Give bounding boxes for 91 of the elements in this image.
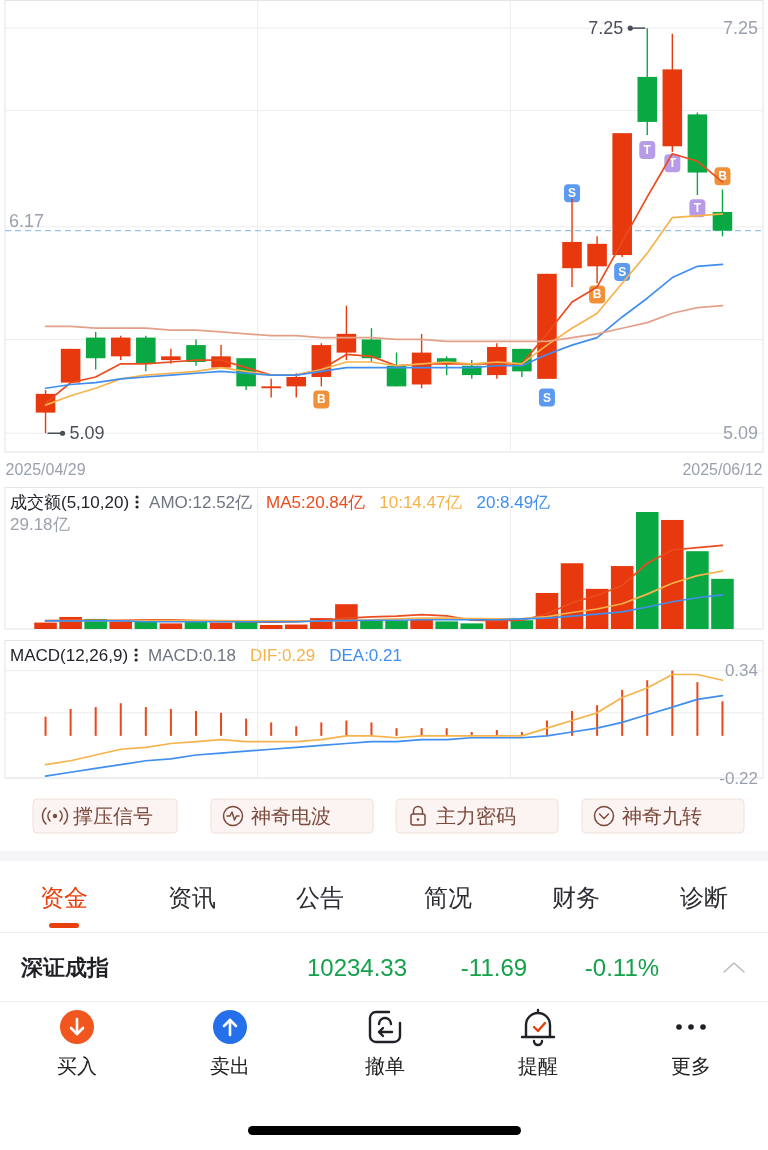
text: 公告 (296, 883, 344, 911)
bar (259, 625, 283, 629)
text: DIF:0.29 (249, 645, 316, 665)
bar (721, 701, 724, 736)
text: 买入 (57, 1055, 97, 1077)
text: MA5:20.84亿 (266, 492, 366, 512)
text: 卖出 (210, 1055, 250, 1077)
chart-title: 成交额(5,10,20) (10, 492, 130, 512)
ref-line-label: 6.17 (9, 210, 45, 231)
y-tick-label: -0.22 (719, 768, 758, 788)
annotation: 7.25 (588, 18, 624, 39)
bar (686, 551, 709, 629)
bar (69, 709, 72, 736)
bar (144, 707, 147, 736)
data-label: S (568, 186, 577, 201)
bar (661, 519, 684, 629)
text: -0.11% (584, 953, 660, 981)
data-label: T (693, 201, 702, 216)
bar (696, 682, 699, 736)
bar (94, 707, 97, 736)
bar (44, 716, 47, 736)
bar (671, 670, 674, 736)
bar (119, 703, 122, 736)
bar (460, 623, 484, 629)
data-label: S (542, 390, 551, 405)
text: -11.69 (460, 953, 528, 981)
candlestick (286, 372, 307, 399)
candlestick (336, 305, 357, 361)
text: 财务 (552, 883, 600, 911)
bar (621, 689, 624, 736)
bar (711, 578, 734, 629)
y-tick-label: 5.09 (722, 423, 758, 444)
candlestick (712, 188, 733, 238)
text: 神奇九转 (622, 805, 702, 827)
bar (270, 722, 273, 736)
bar (295, 726, 298, 736)
bar (169, 709, 172, 736)
bar (560, 563, 584, 629)
text: 撑压信号 (73, 805, 153, 827)
text: 更多 (671, 1055, 711, 1077)
text: 10:14.47亿 (379, 492, 463, 512)
y-tick-label: 0.34 (724, 661, 758, 681)
candlestick (110, 335, 131, 361)
text: 深证成指 (20, 954, 109, 980)
data-label: B (718, 169, 728, 184)
bar (220, 712, 223, 736)
bar (245, 718, 248, 736)
bar (284, 624, 308, 629)
text: DEA:0.21 (329, 645, 402, 665)
line-series (44, 263, 724, 390)
text: 主力密码 (436, 805, 516, 827)
text: 资讯 (168, 883, 216, 911)
data-label: T (643, 143, 652, 158)
bar (510, 620, 534, 629)
annotation: 29.18亿 (10, 514, 70, 534)
bar (370, 722, 373, 736)
data-label: B (592, 287, 602, 302)
data-label: B (316, 392, 326, 407)
candlestick (361, 327, 382, 363)
candlestick (186, 338, 206, 367)
bar (209, 622, 233, 629)
y-tick-label: 7.25 (722, 18, 758, 39)
bar (320, 722, 323, 736)
bar (646, 680, 649, 736)
text: 资金 (40, 883, 88, 911)
candlestick (261, 378, 281, 399)
line-series (44, 673, 724, 766)
bar (385, 620, 408, 629)
x-tick-label: 2025/06/12 (682, 460, 763, 478)
bar (194, 710, 197, 736)
text: 提醒 (518, 1055, 558, 1077)
text: 撤单 (365, 1055, 405, 1077)
text: AMO:12.52亿 (149, 492, 253, 512)
bar (395, 728, 398, 736)
candlestick (587, 235, 607, 284)
data-label: S (618, 264, 627, 279)
text: 10234.33 (306, 953, 408, 981)
text: 神奇电波 (251, 805, 331, 827)
candlestick (85, 331, 106, 371)
bar (345, 720, 348, 736)
bar (34, 622, 57, 629)
bar (159, 623, 183, 629)
text: 简况 (424, 883, 472, 911)
bar (435, 621, 458, 629)
x-tick-label: 2025/04/29 (5, 460, 86, 478)
annotation: 5.09 (69, 423, 105, 444)
text: 诊断 (680, 883, 728, 911)
chart-title: MACD(12,26,9) (10, 645, 129, 665)
annotation: MACD:0.18 (148, 645, 236, 665)
text: 20:8.49亿 (476, 492, 551, 512)
bar (635, 512, 659, 629)
